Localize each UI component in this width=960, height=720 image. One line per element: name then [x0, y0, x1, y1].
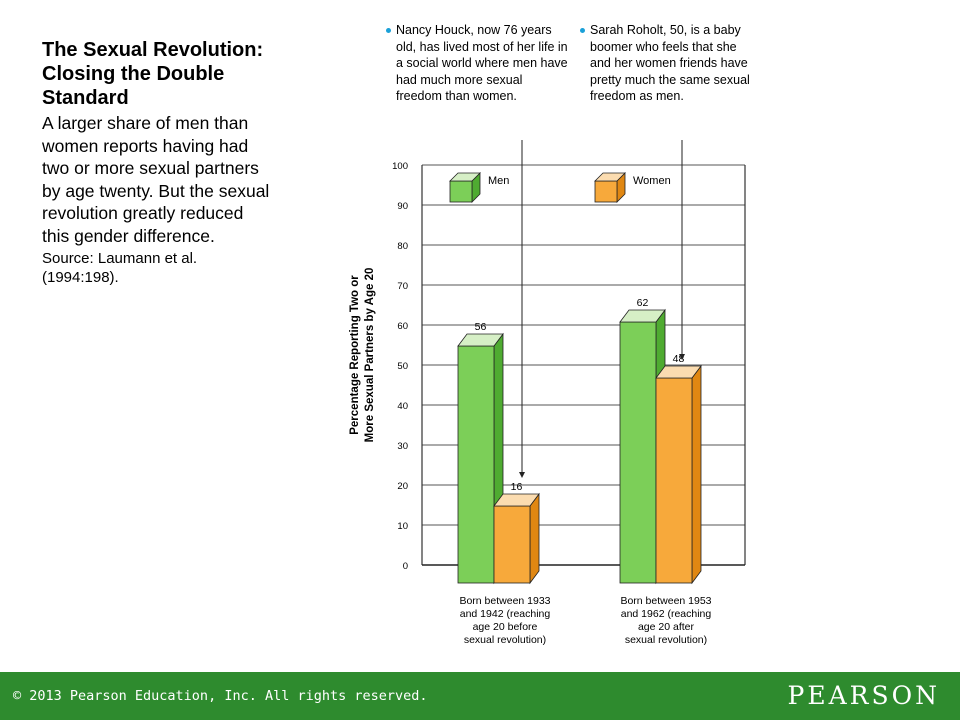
x-category-label: age 20 after: [638, 621, 695, 633]
data-label: 56: [475, 321, 487, 333]
legend-swatch: [450, 181, 472, 202]
data-label: 62: [637, 297, 649, 309]
y-tick-label: 0: [403, 561, 408, 572]
bar-chart: 0 10 20 30 40 50 60 70 80 90 100 Percentage Reporti…: [330, 140, 760, 655]
x-category-label: and 1962 (reaching: [621, 608, 712, 620]
figure-title: The Sexual Revolution: Closing the Doubl…: [42, 38, 274, 110]
pointer-arrow-nancy: [519, 472, 525, 478]
y-tick-label: 20: [397, 481, 408, 492]
y-tick-label: 50: [397, 361, 408, 372]
pearson-logo: PEARSON: [788, 681, 940, 710]
note-sarah: Sarah Roholt, 50, is a baby boomer who f…: [590, 22, 755, 105]
note-nancy: Nancy Houck, now 76 years old, has lived…: [396, 22, 571, 105]
x-category-label: sexual revolution): [464, 634, 546, 646]
bar: [620, 322, 656, 583]
y-axis-label: More Sexual Partners by Age 20: [364, 268, 376, 443]
bar-side: [530, 494, 539, 583]
x-category-label: age 20 before: [473, 621, 538, 633]
y-tick-label: 40: [397, 401, 408, 412]
x-category-label: Born between 1953: [620, 595, 711, 607]
x-category-label: Born between 1933: [459, 595, 550, 607]
x-category-label: sexual revolution): [625, 634, 707, 646]
bar: [458, 346, 494, 583]
caption-panel: The Sexual Revolution: Closing the Doubl…: [42, 38, 274, 287]
y-tick-label: 30: [397, 441, 408, 452]
y-tick-label: 100: [392, 161, 408, 172]
bar: [656, 378, 692, 583]
y-tick-label: 60: [397, 321, 408, 332]
x-category-label: and 1942 (reaching: [460, 608, 551, 620]
figure-description: A larger share of men than women reports…: [42, 112, 274, 247]
y-tick-label: 10: [397, 521, 408, 532]
y-tick-label: 70: [397, 281, 408, 292]
bar: [494, 506, 530, 583]
bar-side: [692, 366, 701, 583]
footer-bar: © 2013 Pearson Education, Inc. All right…: [0, 672, 960, 720]
data-label: 16: [511, 481, 523, 493]
note-sarah-text: Sarah Roholt, 50, is a baby boomer who f…: [590, 23, 750, 103]
copyright-text: © 2013 Pearson Education, Inc. All right…: [13, 688, 428, 704]
y-tick-label: 80: [397, 241, 408, 252]
note-nancy-text: Nancy Houck, now 76 years old, has lived…: [396, 23, 568, 103]
bullet-icon: [386, 28, 391, 33]
y-axis-label: Percentage Reporting Two or: [349, 275, 361, 435]
bullet-icon: [580, 28, 585, 33]
legend-label: Women: [633, 175, 671, 187]
legend-label: Men: [488, 175, 509, 187]
y-tick-label: 90: [397, 201, 408, 212]
figure-source: Source: Laumann et al. (1994:198).: [42, 249, 274, 287]
legend-swatch: [595, 181, 617, 202]
